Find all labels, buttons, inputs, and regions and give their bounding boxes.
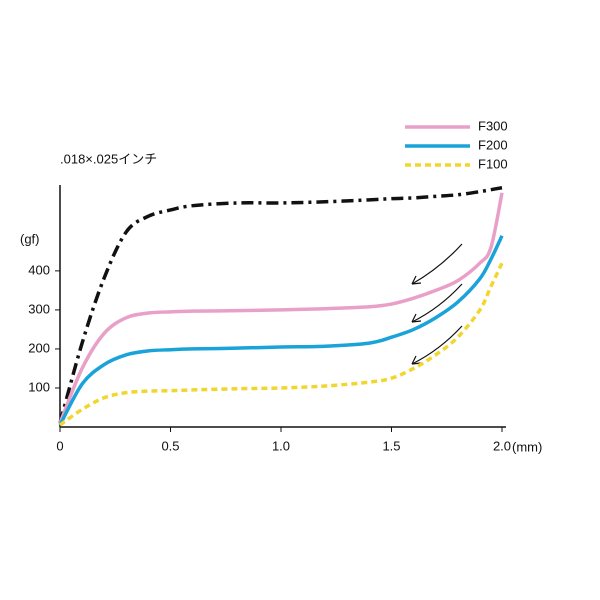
y-tick-label: 400	[28, 262, 50, 277]
x-axis-label: (mm)	[512, 439, 542, 454]
arrow	[411, 325, 463, 365]
legend-label: F300	[478, 118, 508, 133]
x-tick-label: 0	[56, 438, 63, 453]
arrow	[411, 283, 463, 323]
x-tick-label: 0.5	[161, 438, 179, 453]
arrow-head	[411, 313, 422, 323]
series-line	[58, 262, 504, 427]
arrow-head	[411, 275, 422, 285]
arrow	[411, 243, 463, 285]
legend-label: F100	[478, 156, 508, 171]
x-tick-label: 1.5	[382, 438, 400, 453]
y-axis-label: (gf)	[20, 231, 40, 246]
arrows	[411, 243, 463, 365]
y-tick-label: 200	[28, 340, 50, 355]
series-line	[58, 192, 504, 424]
y-tick-label: 300	[28, 301, 50, 316]
y-tick-label: 100	[28, 379, 50, 394]
series-line	[58, 234, 504, 426]
x-tick-label: 1.0	[272, 438, 290, 453]
series-line	[58, 186, 503, 424]
legend-label: F200	[478, 137, 508, 152]
chart-title: .018×.025インチ	[60, 151, 157, 166]
x-tick-label: 2.0	[493, 438, 511, 453]
